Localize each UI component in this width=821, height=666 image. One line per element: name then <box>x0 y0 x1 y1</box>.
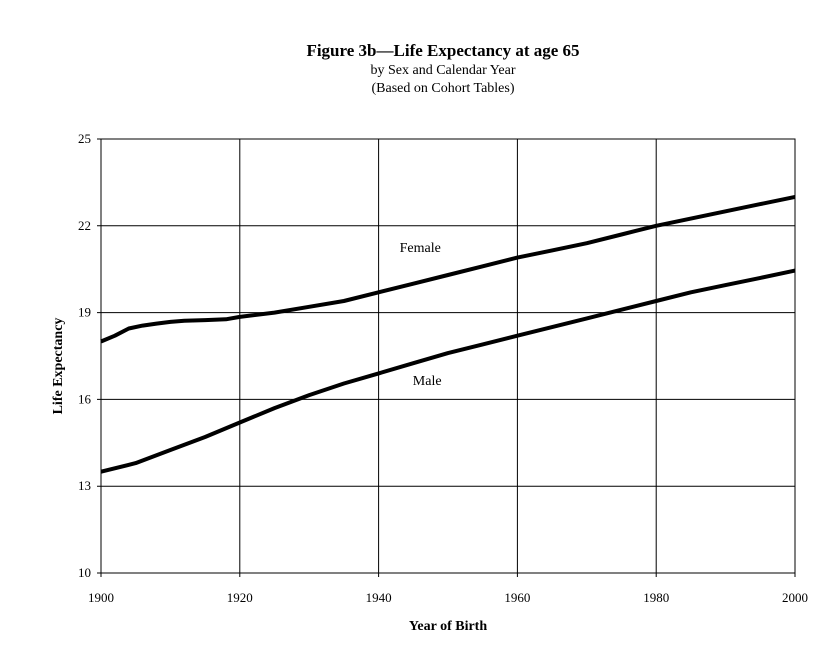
x-tick-label: 1980 <box>643 590 669 605</box>
axis-and-series-labels: Year of Birth Life Expectancy Female Mal… <box>51 241 487 634</box>
x-tick-label: 1940 <box>366 590 392 605</box>
series-lines <box>100 194 796 474</box>
plot-area-frame <box>100 138 796 574</box>
male-series-line <box>100 268 796 474</box>
y-tick-label: 22 <box>78 218 91 233</box>
y-tick-label: 19 <box>78 305 91 320</box>
y-tick-label: 13 <box>78 478 91 493</box>
y-tick-label: 16 <box>78 391 92 406</box>
x-tick-label: 1900 <box>88 590 114 605</box>
y-tick-label: 25 <box>78 131 91 146</box>
chart-subtitle-1: by Sex and Calendar Year <box>370 63 516 78</box>
female-series-label: Female <box>400 241 441 256</box>
x-tick-label: 1920 <box>227 590 253 605</box>
chart-title-block: Figure 3b—Life Expectancy at age 65 by S… <box>0 40 821 98</box>
x-tick-label: 1960 <box>504 590 530 605</box>
female-series-line <box>100 194 796 344</box>
x-tick-label: 2000 <box>782 590 808 605</box>
tick-labels: 10 13 16 19 22 25 1900 1920 1940 1960 1980 2000 <box>78 131 808 605</box>
chart-subtitle-2: (Based on Cohort Tables) <box>371 81 515 96</box>
y-tick-label: 10 <box>78 565 91 580</box>
male-series-label: Male <box>413 374 442 389</box>
grid-lines <box>97 138 796 577</box>
y-axis-label: Life Expectancy <box>51 318 66 415</box>
x-axis-label: Year of Birth <box>409 619 487 634</box>
chart-title: Figure 3b—Life Expectancy at age 65 <box>306 41 580 60</box>
